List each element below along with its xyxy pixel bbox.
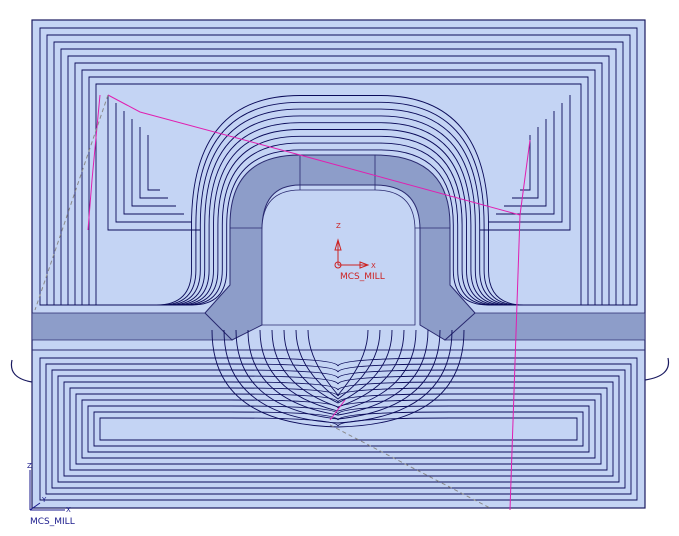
csys-z-label: Z: [27, 462, 32, 470]
toolpath-ring: [295, 329, 381, 400]
toolpath-ring: [39, 357, 638, 501]
toolpath-ring: [88, 76, 589, 306]
toolpath-ring: [107, 95, 200, 231]
toolpath-ring: [247, 329, 429, 416]
mcs-x-label: X: [371, 262, 376, 270]
left-arc: [10, 359, 33, 383]
toolpath-ring: [81, 69, 596, 306]
toolpath-ring: [67, 55, 610, 306]
absolute-csys-icon: [29, 470, 65, 511]
toolpath-ring: [504, 119, 547, 207]
toolpath-ring: [259, 329, 417, 412]
toolpath-ring: [235, 329, 441, 420]
toolpath-upper: [39, 27, 638, 306]
shelf-face-left: [31, 312, 233, 341]
toolpath-ring: [211, 329, 465, 428]
toolpath-ring: [39, 27, 638, 306]
boss-wall: [204, 154, 476, 341]
toolpath-ring: [46, 34, 631, 306]
toolpath-ring: [115, 103, 192, 223]
csys-x-label: X: [66, 506, 71, 514]
toolpath-ring: [81, 399, 596, 459]
toolpath-ring: [512, 127, 539, 199]
toolpath-ring: [74, 62, 603, 306]
toolpath-ring: [123, 111, 184, 215]
toolpath-ring: [307, 329, 369, 396]
toolpath-ring: [480, 95, 571, 231]
toolpath-ring: [271, 329, 405, 408]
toolpath-ring: [99, 417, 578, 441]
toolpath-ring: [223, 329, 453, 424]
shelf-face-right: [443, 312, 646, 341]
toolpath-ring: [57, 375, 620, 483]
toolpath-ring: [283, 329, 393, 404]
mcs-mill-label: MCS_MILL: [30, 517, 75, 527]
engage-moves: [87, 94, 531, 511]
toolpath-lower: [39, 329, 638, 501]
toolpath-ring: [147, 135, 160, 191]
rapid-moves: [34, 94, 491, 509]
toolpath-ring: [60, 48, 617, 306]
mcs-z-label: Z: [336, 222, 341, 230]
toolpath-ring: [139, 127, 168, 199]
toolpath-ring: [75, 393, 602, 465]
right-arc: [644, 357, 670, 381]
toolpath-ring: [63, 381, 614, 477]
toolpath-ring: [51, 369, 626, 489]
toolpath-ring: [131, 119, 176, 207]
mcs-triad[interactable]: [334, 238, 370, 269]
mcs-label: MCS_MILL: [340, 272, 385, 282]
toolpath-ring: [87, 405, 590, 453]
toolpath-ring: [53, 41, 624, 306]
toolpath-ring: [95, 83, 582, 306]
csys-y-label: Y: [41, 496, 47, 504]
toolpath-ring: [488, 103, 563, 223]
